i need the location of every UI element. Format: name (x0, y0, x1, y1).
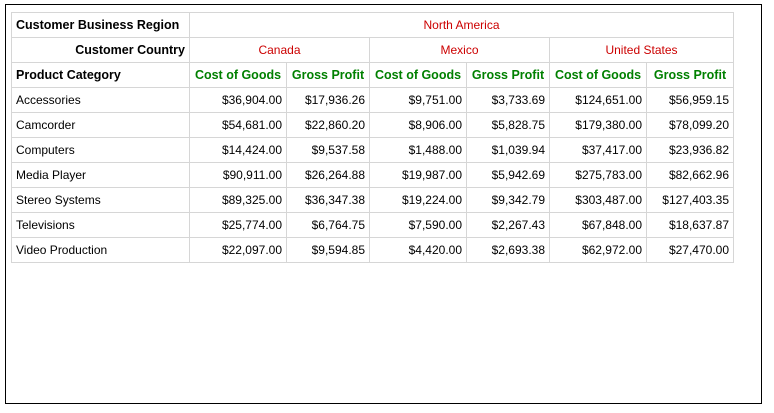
value-cell: $3,733.69 (466, 87, 550, 113)
value-cell: $25,774.00 (189, 212, 287, 238)
value-cell: $9,594.85 (286, 237, 370, 263)
measure-header[interactable]: Cost of Goods (369, 62, 467, 88)
category-cell[interactable]: Computers (11, 137, 190, 163)
value-cell: $1,039.94 (466, 137, 550, 163)
region-label: Customer Business Region (11, 12, 190, 38)
crosstab-table: Customer Business Region North America C… (11, 12, 734, 263)
value-cell: $5,942.69 (466, 162, 550, 188)
category-cell[interactable]: Accessories (11, 87, 190, 113)
value-cell: $36,904.00 (189, 87, 287, 113)
value-cell: $23,936.82 (646, 137, 734, 163)
country-header-row: Customer Country Canada Mexico United St… (11, 37, 734, 63)
measure-header[interactable]: Cost of Goods (189, 62, 287, 88)
region-header[interactable]: North America (189, 12, 734, 38)
value-cell: $19,224.00 (369, 187, 467, 213)
value-cell: $179,380.00 (549, 112, 647, 138)
value-cell: $17,936.26 (286, 87, 370, 113)
value-cell: $124,651.00 (549, 87, 647, 113)
value-cell: $54,681.00 (189, 112, 287, 138)
value-cell: $18,637.87 (646, 212, 734, 238)
category-cell[interactable]: Stereo Systems (11, 187, 190, 213)
value-cell: $9,537.58 (286, 137, 370, 163)
value-cell: $78,099.20 (646, 112, 734, 138)
value-cell: $7,590.00 (369, 212, 467, 238)
value-cell: $1,488.00 (369, 137, 467, 163)
value-cell: $303,487.00 (549, 187, 647, 213)
country-label: Customer Country (11, 37, 190, 63)
measure-header[interactable]: Gross Profit (466, 62, 550, 88)
value-cell: $5,828.75 (466, 112, 550, 138)
value-cell: $62,972.00 (549, 237, 647, 263)
table-row: Computers $14,424.00 $9,537.58 $1,488.00… (11, 137, 734, 163)
measure-header[interactable]: Cost of Goods (549, 62, 647, 88)
value-cell: $27,470.00 (646, 237, 734, 263)
value-cell: $82,662.96 (646, 162, 734, 188)
value-cell: $2,693.38 (466, 237, 550, 263)
value-cell: $8,906.00 (369, 112, 467, 138)
table-row: Camcorder $54,681.00 $22,860.20 $8,906.0… (11, 112, 734, 138)
category-cell[interactable]: Video Production (11, 237, 190, 263)
value-cell: $67,848.00 (549, 212, 647, 238)
value-cell: $26,264.88 (286, 162, 370, 188)
region-header-row: Customer Business Region North America (11, 12, 734, 38)
category-cell[interactable]: Media Player (11, 162, 190, 188)
table-row: Televisions $25,774.00 $6,764.75 $7,590.… (11, 212, 734, 238)
value-cell: $36,347.38 (286, 187, 370, 213)
category-label: Product Category (11, 62, 190, 88)
category-cell[interactable]: Televisions (11, 212, 190, 238)
value-cell: $9,342.79 (466, 187, 550, 213)
table-row: Stereo Systems $89,325.00 $36,347.38 $19… (11, 187, 734, 213)
value-cell: $275,783.00 (549, 162, 647, 188)
value-cell: $127,403.35 (646, 187, 734, 213)
value-cell: $89,325.00 (189, 187, 287, 213)
value-cell: $4,420.00 (369, 237, 467, 263)
table-row: Accessories $36,904.00 $17,936.26 $9,751… (11, 87, 734, 113)
country-header-mexico[interactable]: Mexico (369, 37, 550, 63)
value-cell: $56,959.15 (646, 87, 734, 113)
measure-header[interactable]: Gross Profit (646, 62, 734, 88)
value-cell: $90,911.00 (189, 162, 287, 188)
value-cell: $6,764.75 (286, 212, 370, 238)
value-cell: $22,097.00 (189, 237, 287, 263)
value-cell: $14,424.00 (189, 137, 287, 163)
value-cell: $9,751.00 (369, 87, 467, 113)
value-cell: $2,267.43 (466, 212, 550, 238)
table-row: Media Player $90,911.00 $26,264.88 $19,9… (11, 162, 734, 188)
value-cell: $22,860.20 (286, 112, 370, 138)
country-header-united-states[interactable]: United States (549, 37, 734, 63)
category-cell[interactable]: Camcorder (11, 112, 190, 138)
country-header-canada[interactable]: Canada (189, 37, 370, 63)
measure-header-row: Product Category Cost of Goods Gross Pro… (11, 62, 734, 88)
value-cell: $19,987.00 (369, 162, 467, 188)
table-row: Video Production $22,097.00 $9,594.85 $4… (11, 237, 734, 263)
value-cell: $37,417.00 (549, 137, 647, 163)
measure-header[interactable]: Gross Profit (286, 62, 370, 88)
